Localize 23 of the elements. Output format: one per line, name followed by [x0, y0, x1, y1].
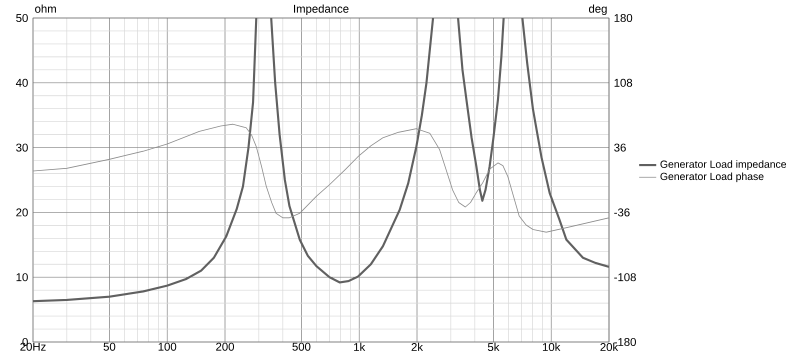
x-tick-label: 50 [104, 342, 116, 351]
legend-label: Generator Load phase [660, 172, 764, 182]
x-tick-label: 100 [158, 342, 176, 351]
x-tick-label: 2k [412, 342, 424, 351]
y2-tick-label: -108 [614, 273, 636, 282]
y-axis-title: ohm [35, 4, 56, 13]
x-tick-label: 5k [488, 342, 500, 352]
y2-tick-label: 180 [614, 14, 632, 22]
chart-title: Impedance [294, 4, 349, 16]
x-tick-label: 10k [542, 342, 560, 352]
y-tick-label: 30 [16, 144, 28, 152]
x-tick-label: 200 [216, 342, 234, 351]
y2-tick-label: 108 [614, 78, 632, 87]
y2-tick-label: -36 [614, 208, 630, 216]
x-tick-label: 500 [292, 342, 310, 351]
y-tick-label: 50 [16, 14, 28, 22]
legend-label: Generator Load impedance [660, 160, 786, 170]
y-tick-label: 40 [16, 78, 28, 87]
y2-tick-label: 36 [614, 144, 626, 152]
y2-axis-title: deg [588, 4, 607, 16]
x-tick-label: 1k [354, 342, 366, 351]
y-tick-label: 10 [16, 273, 28, 282]
y-tick-label: 20 [16, 208, 28, 216]
